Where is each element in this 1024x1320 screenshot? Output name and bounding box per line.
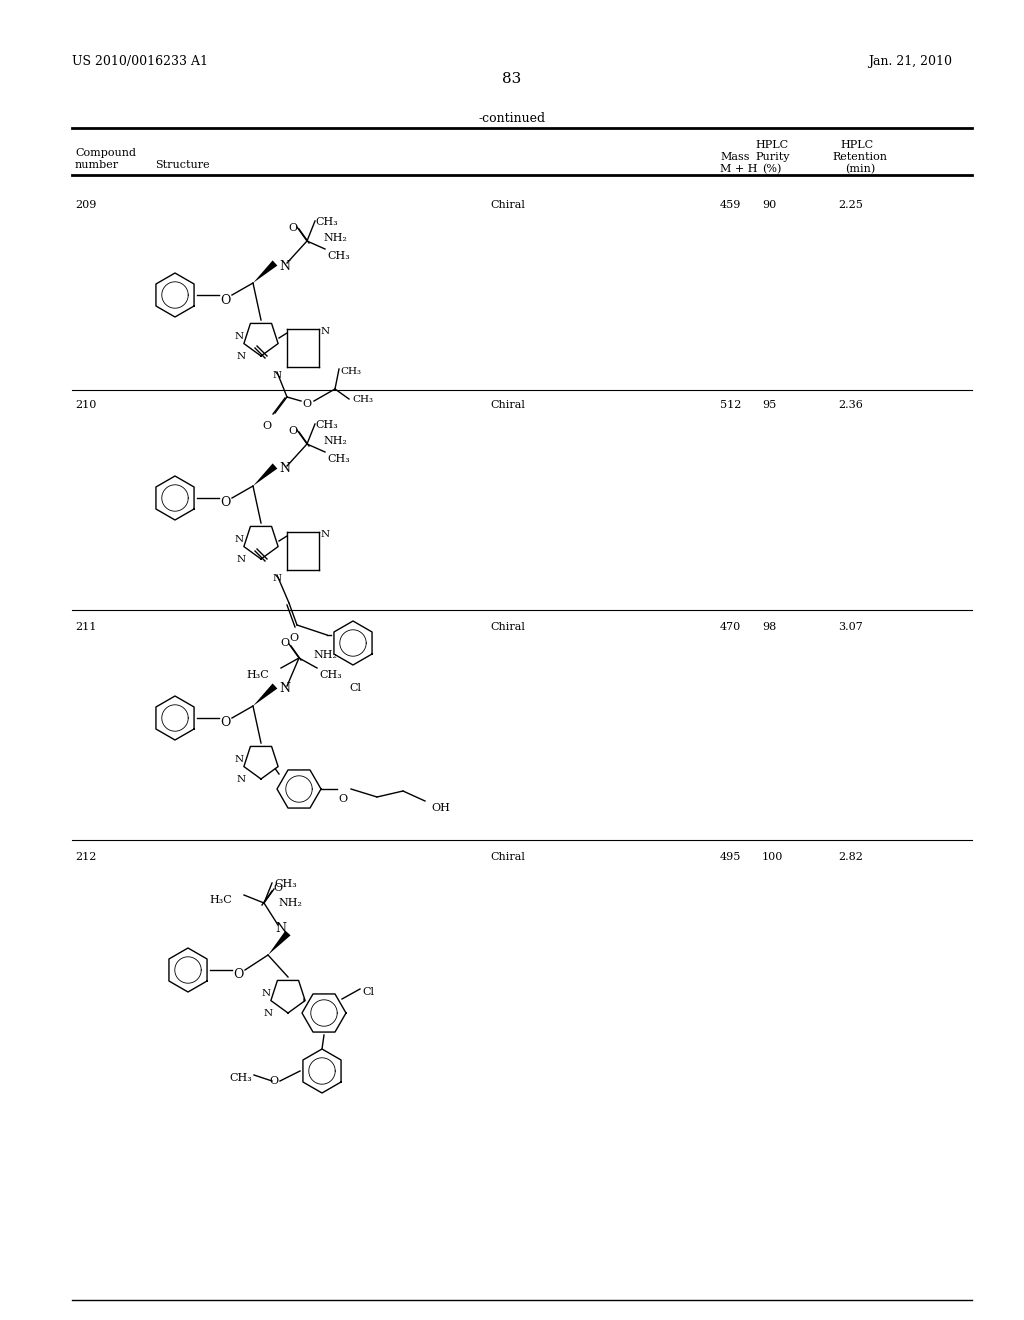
Text: N: N bbox=[279, 462, 290, 475]
Text: 3.07: 3.07 bbox=[838, 622, 863, 632]
Text: CH₃: CH₃ bbox=[327, 454, 350, 465]
Text: 2.82: 2.82 bbox=[838, 851, 863, 862]
Text: 495: 495 bbox=[720, 851, 741, 862]
Polygon shape bbox=[253, 684, 278, 706]
Text: 209: 209 bbox=[75, 201, 96, 210]
Text: O: O bbox=[302, 399, 311, 409]
Text: 211: 211 bbox=[75, 622, 96, 632]
Text: H₃C: H₃C bbox=[209, 895, 232, 906]
Text: CH₃: CH₃ bbox=[340, 367, 361, 376]
Text: CH₃: CH₃ bbox=[315, 216, 338, 227]
Text: US 2010/0016233 A1: US 2010/0016233 A1 bbox=[72, 55, 208, 69]
Text: O: O bbox=[289, 223, 298, 234]
Text: N: N bbox=[279, 682, 290, 696]
Text: 212: 212 bbox=[75, 851, 96, 862]
Text: CH₃: CH₃ bbox=[315, 420, 338, 430]
Text: 90: 90 bbox=[762, 201, 776, 210]
Text: NH₂: NH₂ bbox=[313, 649, 337, 660]
Text: O: O bbox=[289, 426, 298, 436]
Text: Chiral: Chiral bbox=[490, 201, 525, 210]
Text: Jan. 21, 2010: Jan. 21, 2010 bbox=[868, 55, 952, 69]
Text: HPLC: HPLC bbox=[755, 140, 788, 150]
Text: 512: 512 bbox=[720, 400, 741, 411]
Text: 2.25: 2.25 bbox=[838, 201, 863, 210]
Text: Mass: Mass bbox=[720, 152, 750, 162]
Text: N: N bbox=[273, 371, 283, 380]
Text: Chiral: Chiral bbox=[490, 400, 525, 411]
Text: O: O bbox=[262, 421, 271, 432]
Text: Chiral: Chiral bbox=[490, 851, 525, 862]
Text: Retention: Retention bbox=[831, 152, 887, 162]
Text: O: O bbox=[220, 496, 230, 510]
Text: N: N bbox=[275, 923, 286, 936]
Text: N: N bbox=[262, 989, 271, 998]
Text: O: O bbox=[339, 795, 347, 804]
Text: O: O bbox=[220, 293, 230, 306]
Text: (%): (%) bbox=[762, 164, 781, 174]
Text: 83: 83 bbox=[503, 73, 521, 86]
Text: N: N bbox=[273, 574, 283, 583]
Text: NH₂: NH₂ bbox=[278, 898, 302, 908]
Text: H₃C: H₃C bbox=[246, 671, 269, 680]
Text: 470: 470 bbox=[720, 622, 741, 632]
Text: Purity: Purity bbox=[755, 152, 790, 162]
Polygon shape bbox=[268, 931, 291, 954]
Text: Chiral: Chiral bbox=[490, 622, 525, 632]
Text: N: N bbox=[234, 755, 244, 764]
Text: Cl: Cl bbox=[349, 682, 361, 693]
Text: 2.36: 2.36 bbox=[838, 400, 863, 411]
Text: O: O bbox=[220, 717, 230, 730]
Text: N: N bbox=[237, 554, 246, 564]
Text: 98: 98 bbox=[762, 622, 776, 632]
Polygon shape bbox=[253, 260, 278, 282]
Text: N: N bbox=[321, 327, 330, 337]
Text: NH₂: NH₂ bbox=[323, 436, 347, 446]
Text: O: O bbox=[232, 969, 243, 982]
Text: -continued: -continued bbox=[478, 112, 546, 125]
Text: 95: 95 bbox=[762, 400, 776, 411]
Text: M + H: M + H bbox=[720, 164, 758, 174]
Text: N: N bbox=[237, 775, 246, 784]
Text: Cl: Cl bbox=[362, 987, 374, 997]
Text: CH₃: CH₃ bbox=[229, 1073, 252, 1082]
Text: N: N bbox=[237, 352, 246, 360]
Text: N: N bbox=[234, 535, 244, 544]
Text: (min): (min) bbox=[845, 164, 876, 174]
Text: HPLC: HPLC bbox=[840, 140, 873, 150]
Text: CH₃: CH₃ bbox=[274, 879, 297, 888]
Text: Compound: Compound bbox=[75, 148, 136, 158]
Text: CH₃: CH₃ bbox=[319, 671, 342, 680]
Text: 459: 459 bbox=[720, 201, 741, 210]
Text: N: N bbox=[321, 531, 330, 539]
Text: O: O bbox=[290, 634, 299, 643]
Text: O: O bbox=[269, 1076, 278, 1086]
Text: number: number bbox=[75, 160, 119, 170]
Text: N: N bbox=[279, 260, 290, 272]
Text: N: N bbox=[264, 1008, 273, 1018]
Text: O: O bbox=[273, 883, 283, 894]
Text: 100: 100 bbox=[762, 851, 783, 862]
Text: CH₃: CH₃ bbox=[352, 395, 373, 404]
Text: OH: OH bbox=[431, 803, 450, 813]
Polygon shape bbox=[253, 463, 278, 486]
Text: O: O bbox=[281, 638, 290, 648]
Text: Structure: Structure bbox=[155, 160, 210, 170]
Text: N: N bbox=[234, 333, 244, 341]
Text: NH₂: NH₂ bbox=[323, 234, 347, 243]
Text: CH₃: CH₃ bbox=[327, 251, 350, 261]
Text: 210: 210 bbox=[75, 400, 96, 411]
